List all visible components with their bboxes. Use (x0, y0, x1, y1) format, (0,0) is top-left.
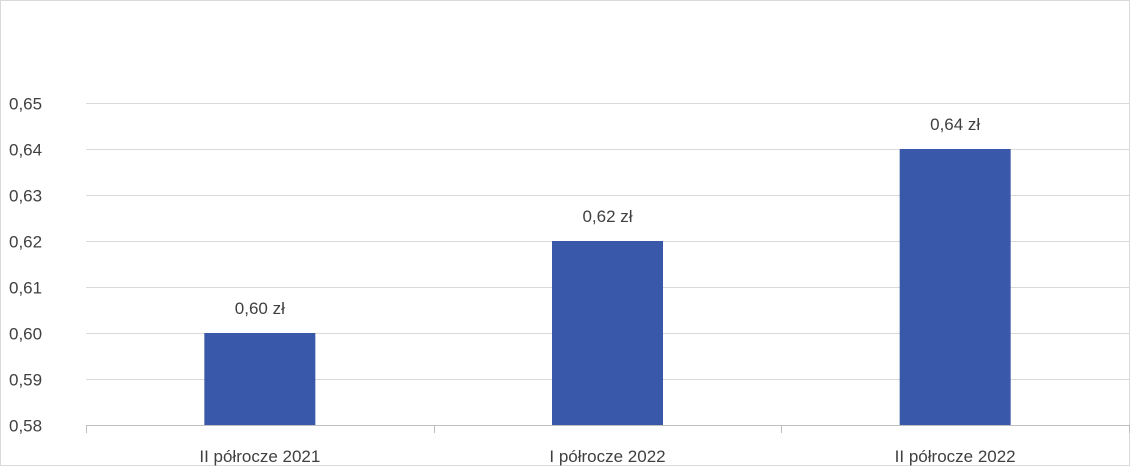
x-category-label: II półrocze 2021 (199, 447, 320, 466)
x-axis-category-labels: II półrocze 2021 I półrocze 2022 II półroc… (199, 447, 1015, 466)
y-tick-label: 0,62 (9, 233, 42, 252)
bars (204, 149, 1011, 425)
bar-data-label: 0,62 zł (582, 207, 632, 226)
y-tick-label: 0,65 (9, 95, 42, 114)
y-tick-label: 0,64 (9, 141, 42, 160)
y-tick-label: 0,60 (9, 325, 42, 344)
y-tick-label: 0,61 (9, 279, 42, 298)
x-axis (86, 425, 1130, 433)
bar (204, 333, 316, 425)
x-category-label: II półrocze 2022 (895, 447, 1016, 466)
y-tick-label: 0,59 (9, 371, 42, 390)
data-labels: 0,60 zł 0,62 zł 0,64 zł (235, 115, 981, 318)
y-tick-label: 0,58 (9, 417, 42, 436)
bar-data-label: 0,60 zł (235, 299, 285, 318)
bar (552, 241, 663, 425)
x-category-label: I półrocze 2022 (549, 447, 665, 466)
bar (899, 149, 1011, 425)
bar-data-label: 0,64 zł (930, 115, 980, 134)
y-tick-label: 0,63 (9, 187, 42, 206)
y-axis-tick-labels: 0,58 0,59 0,60 0,61 0,62 0,63 0,64 0,65 (9, 95, 42, 436)
